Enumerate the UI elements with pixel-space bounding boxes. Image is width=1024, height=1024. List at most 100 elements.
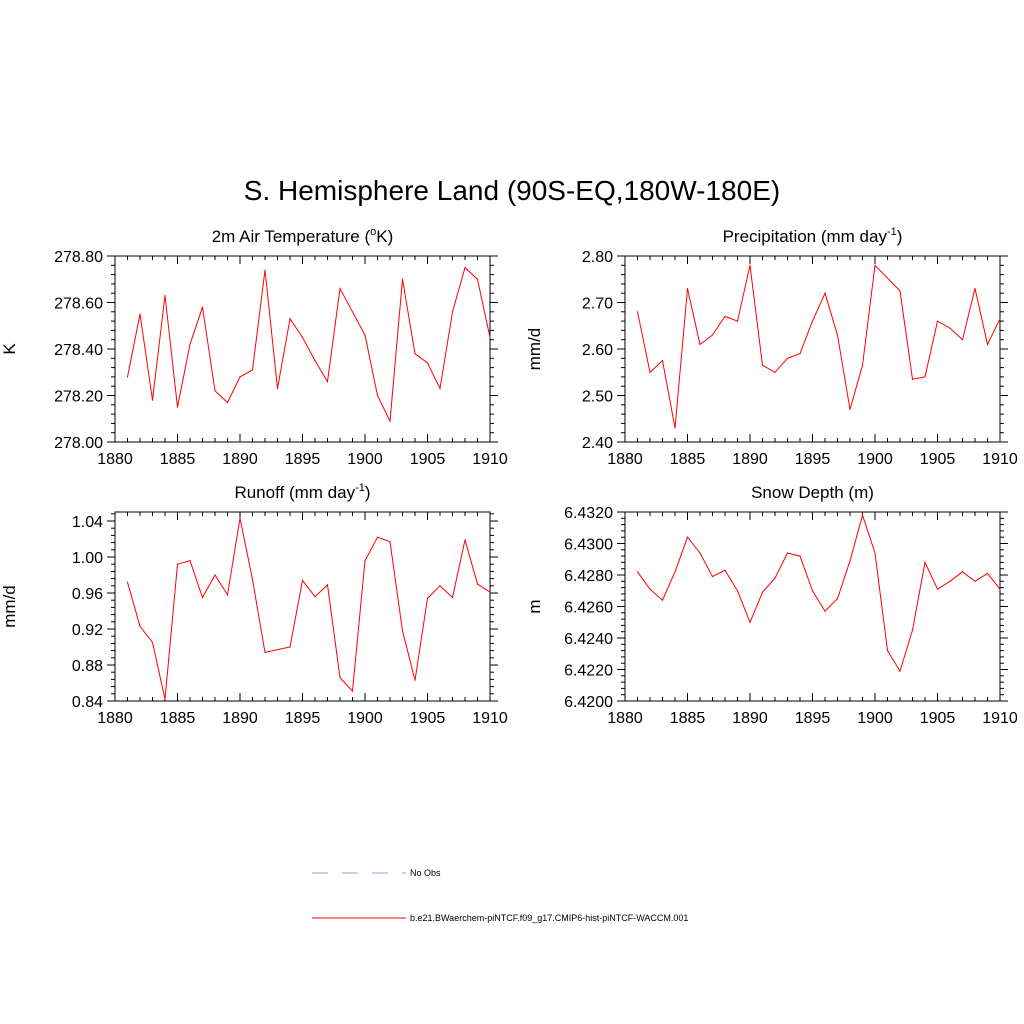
data-point	[439, 585, 441, 587]
y-tick-label: 1.00	[72, 550, 103, 567]
data-point	[936, 320, 939, 322]
data-point	[164, 294, 166, 297]
data-point	[861, 364, 864, 366]
data-point	[351, 311, 354, 313]
data-point	[426, 362, 429, 364]
y-tick-label: 2.60	[582, 342, 613, 359]
series-line	[637, 513, 1001, 673]
plot-frame	[624, 511, 1001, 702]
data-point	[414, 353, 416, 355]
y-tick-label: 6.4240	[564, 631, 613, 648]
x-tick-label: 1905	[920, 451, 956, 468]
y-axis-label: mm/d	[0, 585, 19, 628]
data-point	[724, 315, 726, 318]
data-point	[949, 327, 951, 329]
data-point	[824, 292, 826, 294]
data-point	[836, 334, 839, 336]
x-tick-label: 1890	[222, 451, 258, 468]
series-line	[127, 518, 491, 700]
x-tick-label: 1885	[670, 710, 706, 727]
data-point	[674, 571, 676, 573]
main-title: S. Hemisphere Land (90S-EQ,180W-180E)	[244, 175, 780, 206]
panel-2: 1880 1885 1890 1895 1900 1905 1910 0.84 0.88 0.92…	[0, 482, 508, 727]
x-tick-label: 1880	[97, 710, 133, 727]
data-point	[774, 577, 776, 579]
data-point	[464, 267, 466, 269]
data-point	[276, 387, 279, 390]
data-point	[414, 679, 416, 681]
x-tick-label: 1910	[472, 451, 508, 468]
data-point	[761, 591, 764, 593]
data-point	[376, 394, 379, 397]
x-tick-label: 1905	[410, 710, 446, 727]
data-point	[239, 517, 241, 519]
data-point	[439, 387, 441, 390]
series-line	[637, 264, 1001, 429]
data-point	[661, 360, 664, 362]
data-point	[949, 580, 951, 582]
x-tick-label: 1905	[410, 451, 446, 468]
data-point	[736, 590, 739, 592]
data-point	[636, 571, 639, 573]
data-point	[986, 572, 989, 575]
data-point	[786, 552, 789, 554]
y-tick-label: 0.96	[72, 586, 103, 603]
x-tick-label: 1900	[857, 451, 893, 468]
data-point	[686, 536, 689, 538]
x-tick-label: 1895	[285, 710, 321, 727]
legend-label-0: No Obs	[410, 868, 441, 878]
data-point	[749, 621, 751, 623]
data-point	[264, 651, 266, 654]
data-point	[201, 306, 204, 308]
data-point	[686, 287, 689, 290]
data-point	[351, 690, 354, 692]
data-point	[674, 427, 676, 429]
panel-0: 1880 1885 1890 1895 1900 1905 1910 278.00 278.20…	[0, 226, 508, 468]
x-tick-label: 1885	[670, 451, 706, 468]
panel-title: Snow Depth (m)	[751, 483, 874, 502]
data-point	[376, 536, 379, 538]
y-tick-label: 6.4280	[564, 568, 613, 585]
data-point	[774, 371, 776, 373]
data-point	[126, 581, 129, 583]
x-tick-label: 1890	[732, 710, 768, 727]
data-point	[201, 596, 204, 599]
data-point	[401, 630, 404, 632]
x-tick-label: 1880	[607, 451, 643, 468]
y-axis-label: mm/d	[525, 328, 544, 371]
data-point	[251, 578, 254, 581]
x-tick-label: 1910	[982, 710, 1018, 727]
data-point	[314, 360, 316, 362]
data-point	[899, 670, 901, 672]
data-point	[836, 598, 839, 600]
data-point	[986, 343, 989, 345]
y-tick-label: 278.40	[54, 342, 103, 359]
y-tick-label: 0.84	[72, 694, 103, 711]
panel-title: Runoff (mm day-1)	[234, 482, 370, 502]
x-tick-label: 1900	[347, 451, 383, 468]
x-tick-label: 1895	[285, 451, 321, 468]
data-point	[724, 569, 726, 571]
data-point	[874, 264, 876, 266]
data-point	[339, 677, 341, 679]
data-point	[899, 290, 901, 292]
data-point	[139, 313, 141, 315]
data-point	[151, 399, 154, 401]
x-tick-label: 1885	[160, 710, 196, 727]
panel-title: Precipitation (mm day-1)	[723, 226, 903, 246]
panel-1: 1880 1885 1890 1895 1900 1905 1910 2.40 2.50 2.60…	[525, 226, 1018, 468]
data-point	[999, 588, 1001, 590]
data-point	[214, 390, 216, 392]
data-point	[799, 555, 801, 557]
data-point	[636, 311, 639, 313]
y-tick-label: 2.50	[582, 389, 613, 406]
data-point	[176, 406, 179, 408]
x-tick-label: 1905	[920, 710, 956, 727]
data-point	[476, 278, 479, 280]
data-point	[661, 599, 664, 601]
y-tick-label: 278.20	[54, 389, 103, 406]
data-point	[264, 269, 266, 271]
data-point	[226, 594, 229, 596]
data-point	[961, 571, 964, 573]
y-tick-label: 2.80	[582, 249, 613, 266]
